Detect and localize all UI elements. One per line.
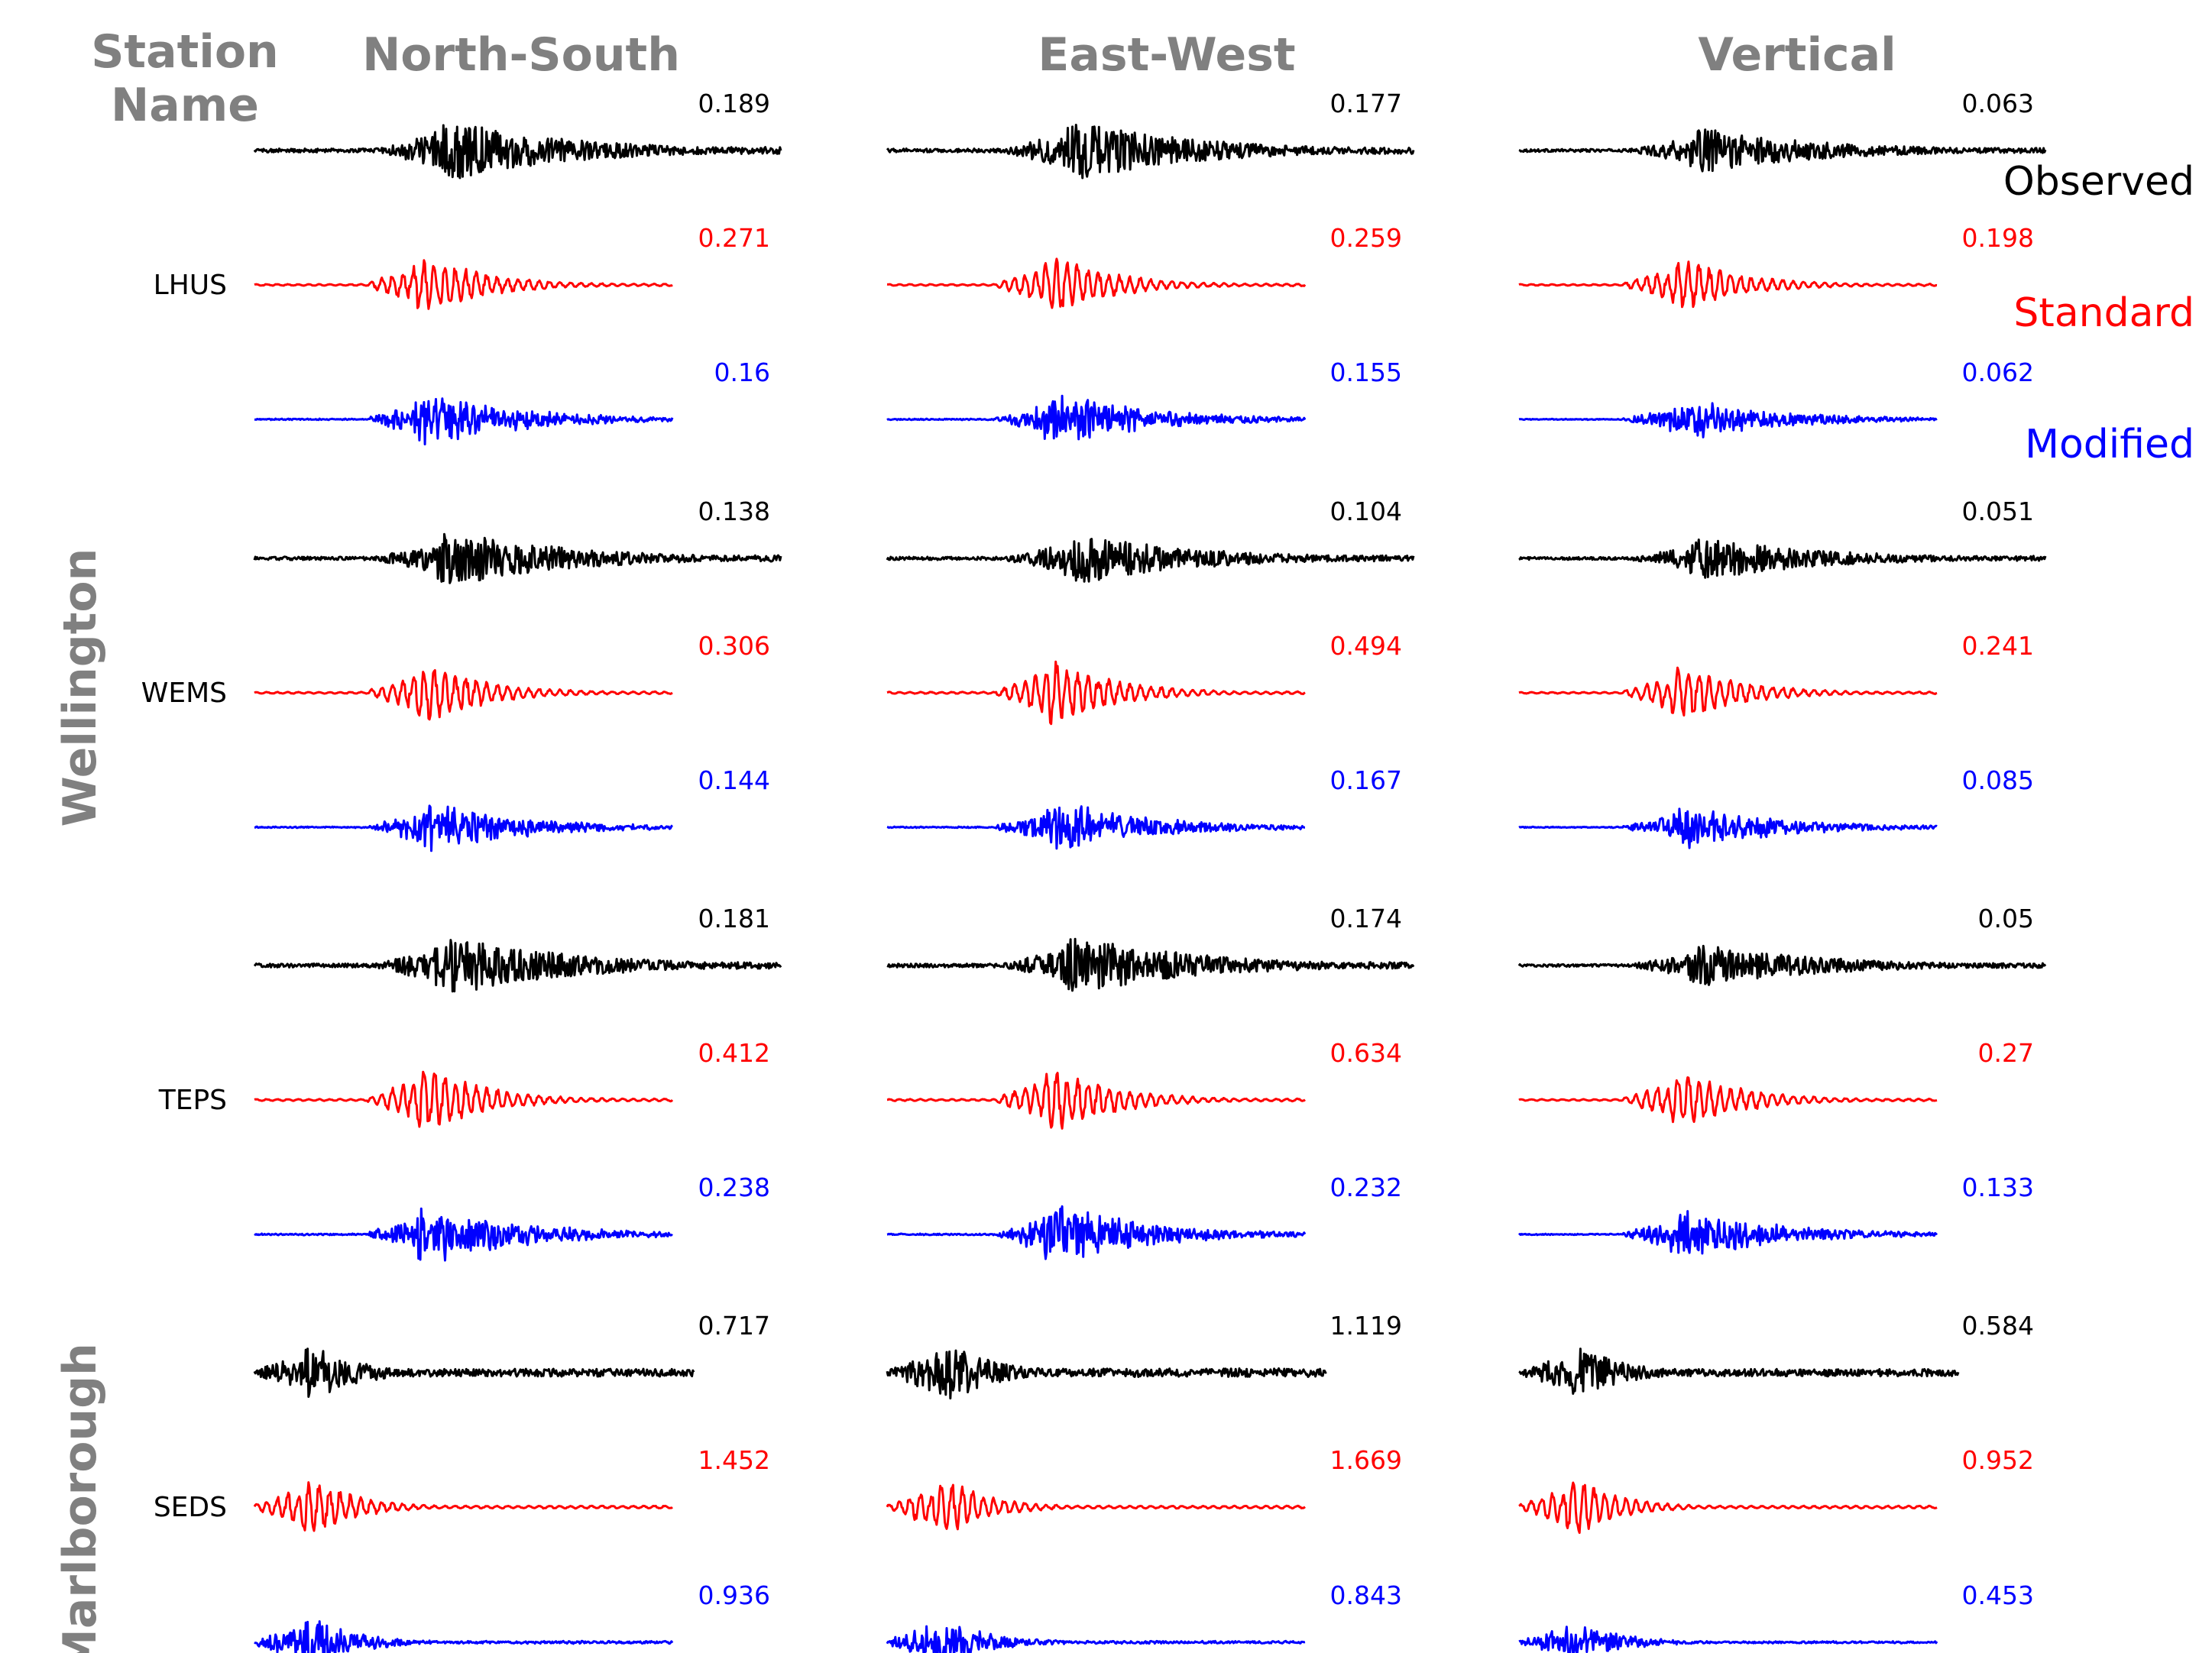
trace-teps-observed-north-south [253, 939, 782, 993]
peak-label-seds-standard-vertical: 0.952 [1962, 1445, 2034, 1475]
trace-wems-observed-east-west [886, 538, 1415, 583]
peak-label-lhus-observed-north-south: 0.189 [698, 89, 770, 118]
station-name-title-line1: Station [91, 25, 279, 79]
trace-teps-modified-east-west [886, 1205, 1307, 1260]
trace-seds-modified-east-west [886, 1625, 1306, 1653]
peak-label-seds-observed-vertical: 0.584 [1962, 1311, 2034, 1341]
trace-wems-standard-east-west [886, 660, 1306, 726]
station-label-wems: WEMS [141, 678, 227, 709]
peak-label-wems-modified-north-south: 0.144 [698, 765, 770, 795]
region-label-marlborough: Marlborough [53, 1343, 107, 1653]
column-title-east-west: East-West [1038, 28, 1295, 82]
trace-teps-standard-east-west [886, 1072, 1306, 1130]
trace-seds-modified-vertical [1518, 1626, 1938, 1653]
column-title-vertical: Vertical [1698, 28, 1896, 82]
trace-seds-observed-east-west [886, 1349, 1327, 1400]
peak-label-lhus-standard-vertical: 0.198 [1962, 223, 2034, 253]
legend: Observed Standard Modified [2003, 159, 2194, 467]
region-label-wellington: Wellington [53, 548, 107, 827]
figure-titles: Station Name North-South East-West Verti… [91, 25, 1896, 132]
trace-wems-observed-vertical [1518, 539, 2047, 579]
peak-label-lhus-standard-east-west: 0.259 [1330, 223, 1402, 253]
peak-label-wems-observed-vertical: 0.051 [1962, 497, 2034, 526]
peak-label-wems-standard-vertical: 0.241 [1962, 631, 2034, 661]
trace-seds-observed-north-south [253, 1347, 695, 1398]
peak-label-seds-modified-north-south: 0.936 [698, 1580, 770, 1610]
trace-teps-observed-east-west [886, 937, 1415, 992]
trace-seds-standard-east-west [886, 1483, 1306, 1531]
peak-label-teps-modified-east-west: 0.232 [1330, 1173, 1402, 1202]
peak-label-teps-observed-east-west: 0.174 [1330, 904, 1402, 933]
peak-label-wems-modified-vertical: 0.085 [1962, 765, 2034, 795]
legend-modified: Modified [2025, 422, 2194, 467]
region-labels: Wellington Marlborough [53, 548, 107, 1653]
station-labels: LHUS WEMS TEPS SEDS [141, 270, 227, 1523]
peak-label-seds-standard-north-south: 1.452 [698, 1445, 770, 1475]
trace-seds-standard-vertical [1518, 1481, 1938, 1535]
peak-label-lhus-observed-east-west: 0.177 [1330, 89, 1402, 118]
trace-lhus-standard-north-south [254, 259, 673, 310]
peak-label-seds-observed-east-west: 1.119 [1330, 1311, 1402, 1341]
trace-lhus-observed-vertical [1518, 128, 2047, 173]
peak-label-seds-standard-east-west: 1.669 [1330, 1445, 1402, 1475]
trace-lhus-observed-east-west [886, 124, 1415, 180]
trace-teps-observed-vertical [1517, 944, 2047, 986]
peak-label-lhus-modified-north-south: 0.16 [714, 357, 770, 387]
station-label-teps: TEPS [158, 1085, 227, 1116]
trace-lhus-modified-vertical [1518, 402, 1938, 438]
trace-teps-modified-north-south [254, 1207, 673, 1262]
peak-label-teps-standard-north-south: 0.412 [698, 1038, 770, 1068]
peak-label-teps-observed-north-south: 0.181 [698, 904, 770, 933]
peak-label-wems-standard-north-south: 0.306 [698, 631, 770, 661]
peak-label-teps-modified-vertical: 0.133 [1962, 1173, 2034, 1202]
trace-lhus-standard-vertical [1518, 260, 1938, 309]
peak-label-teps-standard-vertical: 0.27 [1978, 1038, 2034, 1068]
column-title-north-south: North-South [362, 28, 680, 82]
peak-label-teps-modified-north-south: 0.238 [698, 1173, 770, 1202]
station-name-title-line2: Name [111, 79, 259, 132]
trace-wems-modified-north-south [254, 804, 674, 852]
trace-lhus-modified-north-south [254, 397, 674, 446]
legend-observed: Observed [2003, 159, 2194, 205]
peak-value-labels: 0.189 0.177 0.063 0.271 0.259 0.198 0.16 0.155 0… [698, 89, 2034, 1610]
peak-label-seds-modified-vertical: 0.453 [1962, 1580, 2034, 1610]
trace-seds-observed-vertical [1518, 1347, 1960, 1395]
trace-wems-standard-vertical [1518, 666, 1938, 717]
trace-wems-standard-north-south [254, 669, 673, 721]
peak-label-teps-observed-vertical: 0.05 [1978, 904, 2034, 933]
peak-label-lhus-modified-east-west: 0.155 [1330, 357, 1402, 387]
station-label-lhus: LHUS [154, 270, 227, 301]
legend-standard: Standard [2013, 290, 2194, 336]
peak-label-lhus-standard-north-south: 0.271 [698, 223, 770, 253]
trace-seds-modified-north-south [254, 1620, 674, 1653]
peak-label-lhus-observed-vertical: 0.063 [1962, 89, 2034, 118]
trace-lhus-observed-north-south [253, 124, 782, 180]
trace-teps-standard-vertical [1518, 1076, 1938, 1124]
peak-label-lhus-modified-vertical: 0.062 [1962, 357, 2034, 387]
trace-seds-standard-north-south [253, 1481, 673, 1532]
seismogram-traces [253, 124, 2047, 1653]
peak-label-teps-standard-east-west: 0.634 [1330, 1038, 1402, 1068]
trace-teps-modified-vertical [1517, 1210, 1938, 1255]
station-label-seds: SEDS [154, 1492, 227, 1523]
peak-label-wems-standard-east-west: 0.494 [1330, 631, 1402, 661]
trace-teps-standard-north-south [254, 1070, 674, 1128]
peak-label-seds-modified-east-west: 0.843 [1330, 1580, 1402, 1610]
trace-lhus-standard-east-west [886, 257, 1307, 309]
peak-label-wems-observed-east-west: 0.104 [1330, 497, 1402, 526]
trace-wems-modified-east-west [886, 805, 1306, 850]
peak-label-wems-modified-east-west: 0.167 [1330, 765, 1402, 795]
peak-label-wems-observed-north-south: 0.138 [698, 497, 770, 526]
trace-wems-modified-vertical [1518, 807, 1938, 849]
trace-wems-observed-north-south [253, 532, 782, 584]
trace-lhus-modified-east-west [886, 394, 1307, 441]
peak-label-seds-observed-north-south: 0.717 [698, 1311, 770, 1341]
